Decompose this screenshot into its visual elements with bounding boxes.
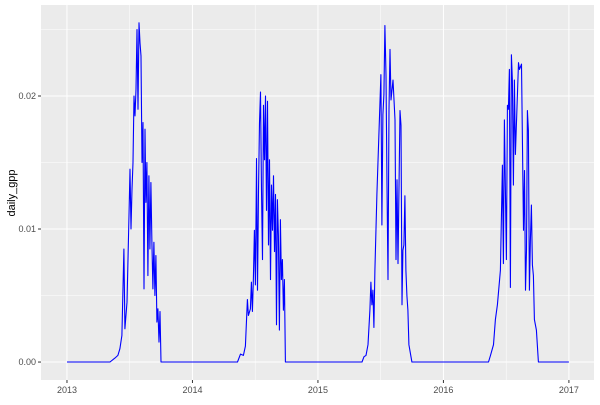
y-tick-label: 0.02: [18, 91, 36, 101]
x-tick-label: 2017: [559, 385, 579, 395]
series-line-daily-gpp: [67, 22, 569, 363]
x-tick-label: 2014: [182, 385, 202, 395]
x-tick-label: 2013: [57, 385, 77, 395]
y-axis: 0.00 0.01 0.02: [18, 91, 41, 367]
major-grid: [41, 5, 594, 380]
x-tick-label: 2015: [308, 385, 328, 395]
x-axis: 2013 2014 2015 2016 2017: [57, 380, 579, 395]
x-tick-label: 2016: [433, 385, 453, 395]
y-tick-label: 0.00: [18, 357, 36, 367]
y-axis-label: daily_gpp: [6, 169, 18, 216]
y-tick-label: 0.01: [18, 224, 36, 234]
